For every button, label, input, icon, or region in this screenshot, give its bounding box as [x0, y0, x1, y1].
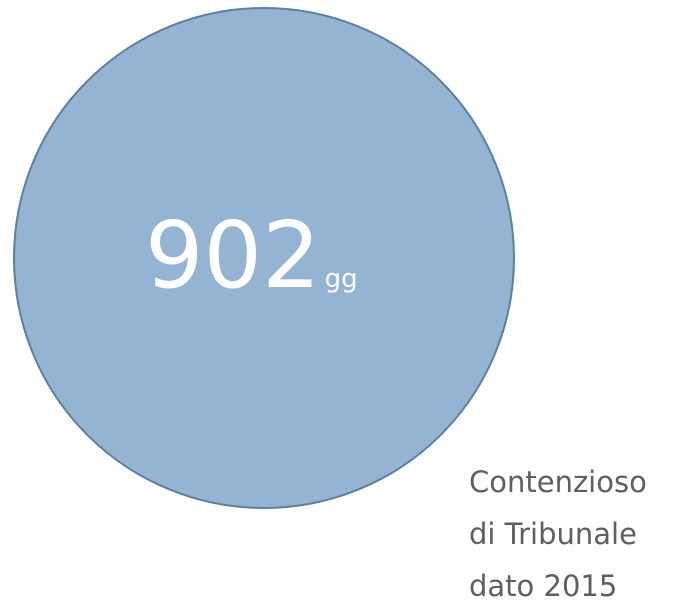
caption-line: dato 2015	[469, 569, 617, 603]
caption-line: Contenzioso	[469, 465, 647, 499]
caption-line: di Tribunale	[469, 517, 637, 551]
circle	[13, 7, 515, 509]
unit: gg	[325, 264, 358, 294]
value: 902	[145, 202, 321, 309]
